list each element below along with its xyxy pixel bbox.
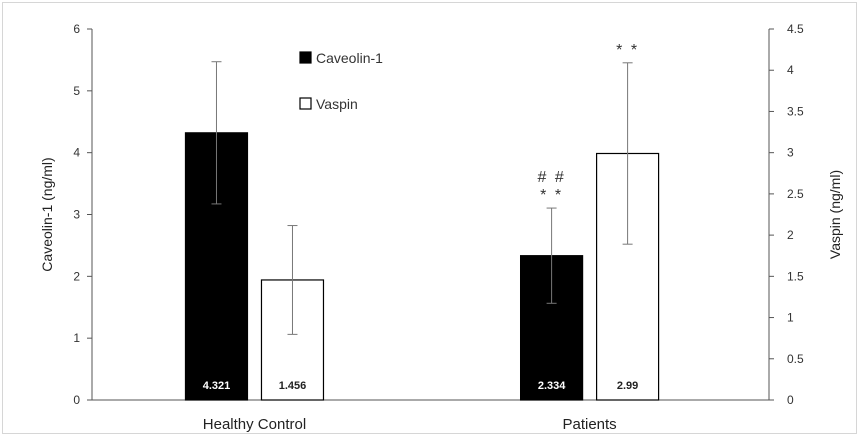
left-tick-label: 1	[73, 331, 80, 345]
significance-annotation: * *	[616, 42, 639, 59]
left-tick-label: 6	[73, 22, 80, 36]
right-tick-label: 1.5	[787, 269, 804, 283]
significance-annotation: # #	[537, 169, 565, 186]
right-tick-label: 1	[787, 311, 794, 325]
bar-value-label: 1.456	[279, 380, 307, 392]
x-category-label: Patients	[562, 416, 616, 433]
bar-value-label: 4.321	[203, 380, 231, 392]
chart-frame	[2, 2, 857, 434]
y2-axis-title: Vaspin (ng/ml)	[827, 170, 843, 259]
legend-swatch	[299, 97, 312, 110]
left-tick-label: 0	[73, 393, 80, 407]
bar-value-label: 2.334	[538, 380, 566, 392]
significance-annotation: * *	[540, 187, 563, 204]
right-tick-label: 4	[787, 63, 794, 77]
right-tick-label: 2	[787, 228, 794, 242]
right-tick-label: 4.5	[787, 22, 804, 36]
legend-swatch	[299, 51, 312, 64]
right-tick-label: 2.5	[787, 187, 804, 201]
y-axis-title: Caveolin-1 (ng/ml)	[39, 157, 55, 271]
legend-label: Caveolin-1	[316, 50, 383, 66]
left-tick-label: 2	[73, 269, 80, 283]
right-tick-label: 3.5	[787, 104, 804, 118]
left-tick-label: 4	[73, 146, 80, 160]
right-tick-label: 0	[787, 393, 794, 407]
left-tick-label: 5	[73, 84, 80, 98]
right-tick-label: 3	[787, 146, 794, 160]
legend-label: Vaspin	[316, 96, 358, 112]
x-category-label: Healthy Control	[203, 416, 306, 433]
bar-value-label: 2.99	[617, 380, 638, 392]
right-tick-label: 0.5	[787, 352, 804, 366]
left-tick-label: 3	[73, 208, 80, 222]
